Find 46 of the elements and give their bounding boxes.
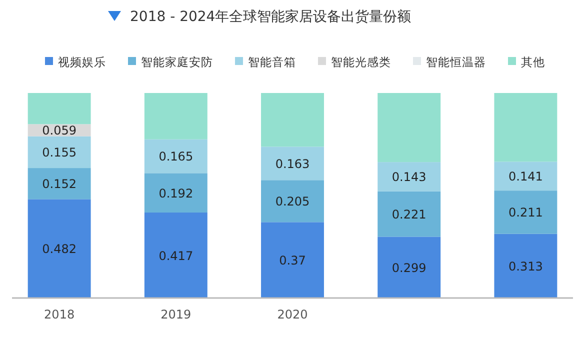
bar	[378, 162, 441, 192]
data-label: 0.059	[42, 124, 76, 138]
data-label: 0.482	[42, 242, 76, 256]
data-label: 0.211	[508, 206, 543, 220]
bar	[494, 162, 558, 191]
data-label: 0.192	[158, 186, 194, 200]
bar	[144, 93, 208, 140]
legend-label: 其他	[521, 55, 545, 69]
bar	[261, 222, 324, 298]
legend-label: 智能恒温器	[426, 55, 486, 69]
legend-label: 智能音箱	[248, 55, 296, 69]
x-tick-label: 2020	[277, 308, 308, 322]
bar	[378, 191, 441, 237]
bar	[261, 180, 324, 222]
bar	[28, 168, 91, 200]
bar	[28, 136, 91, 168]
bar	[494, 234, 558, 298]
data-label: 0.37	[279, 254, 306, 268]
bar	[261, 146, 324, 180]
x-tick-label: 2019	[160, 308, 192, 322]
data-label: 0.152	[42, 177, 76, 192]
legend-label: 视频娱乐	[58, 55, 106, 69]
legend-label: 智能光感类	[331, 55, 391, 69]
bar	[494, 190, 558, 234]
data-label: 0.299	[392, 260, 426, 275]
data-label: 0.417	[158, 248, 194, 263]
legend-label: 智能家庭安防	[141, 55, 213, 69]
data-label: 0.313	[508, 259, 543, 274]
data-label: 0.221	[392, 208, 426, 222]
data-label: 0.163	[275, 156, 310, 171]
bar	[378, 93, 441, 162]
data-label: 0.165	[158, 150, 194, 164]
bar	[28, 93, 91, 124]
bar	[144, 173, 208, 213]
bar	[144, 139, 208, 174]
bar	[494, 93, 558, 162]
bar	[378, 236, 441, 298]
data-label: 0.143	[392, 170, 426, 184]
data-label: 0.205	[275, 194, 310, 209]
x-tick-label: 2018	[44, 308, 75, 322]
data-label: 0.141	[508, 170, 543, 184]
bar	[144, 212, 208, 298]
bar	[28, 199, 91, 298]
data-label: 0.155	[42, 146, 76, 160]
chart-title: 2018 - 2024年全球智能家居设备出货量份额	[130, 9, 412, 25]
bar	[261, 93, 324, 147]
